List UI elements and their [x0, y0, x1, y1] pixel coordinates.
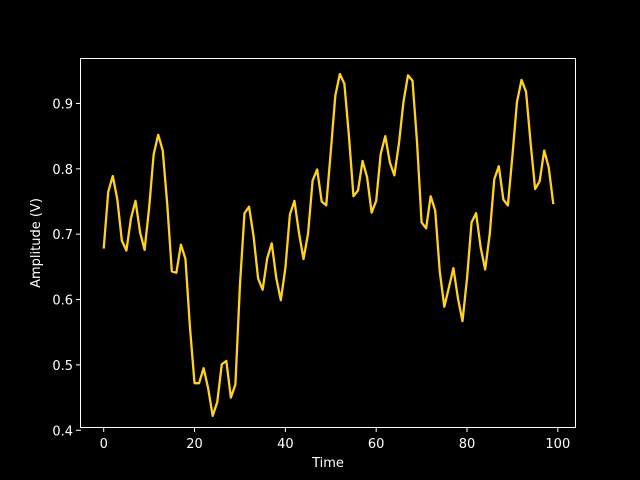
x-tick-label: 60 — [368, 437, 385, 452]
y-axis-ticks: 0.4 0.5 0.6 0.7 0.8 0.9 — [52, 97, 81, 439]
x-axis-ticks: 0 20 40 60 80 100 — [100, 427, 570, 452]
y-tick-label: 0.7 — [52, 228, 73, 243]
x-tick-label: 0 — [100, 437, 108, 452]
series-line-0 — [102, 72, 555, 418]
series-layer — [102, 72, 555, 418]
y-tick-label: 0.5 — [52, 359, 73, 374]
y-tick-label: 0.9 — [52, 97, 73, 112]
plot-area-frame — [80, 58, 576, 428]
x-tick-label: 40 — [277, 437, 294, 452]
y-tick-label: 0.6 — [52, 294, 73, 309]
x-axis-label: Time — [311, 456, 344, 471]
y-tick-label: 0.8 — [52, 163, 73, 178]
x-tick-label: 80 — [459, 437, 476, 452]
y-tick-label: 0.4 — [52, 424, 73, 439]
x-tick-label: 100 — [545, 437, 570, 452]
x-tick-label: 20 — [186, 437, 203, 452]
y-axis-label: Amplitude (V) — [29, 198, 44, 288]
